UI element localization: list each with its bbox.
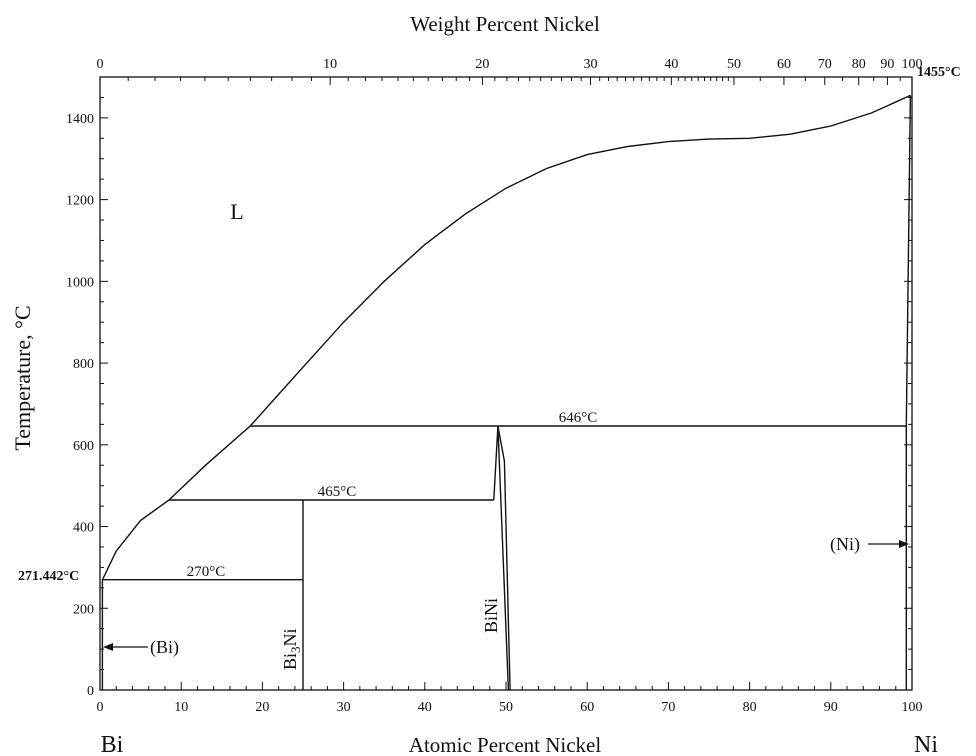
bottom-tick-label: 100: [902, 700, 923, 715]
y-tick-label: 1000: [66, 275, 94, 290]
ni-arrow: [868, 540, 909, 548]
y-tick-label: 1400: [66, 112, 94, 127]
y-tick-label: 200: [73, 602, 94, 617]
bottom-tick-label: 40: [418, 700, 432, 715]
y-axis-title: Temperature, °C: [10, 305, 35, 450]
bi-phase-label: (Bi): [150, 637, 179, 658]
bottom-tick-label: 90: [824, 700, 838, 715]
top-tick-label: 90: [880, 57, 894, 72]
top-tick-label: 20: [475, 57, 489, 72]
right-element-label: Ni: [914, 732, 938, 756]
bottom-tick-label: 80: [743, 700, 757, 715]
left-element-label: Bi: [101, 732, 124, 756]
bi-melting-label: 271.442°C: [18, 569, 79, 584]
top-tick-label: 50: [727, 57, 741, 72]
bottom-axis-title: Atomic Percent Nickel: [409, 733, 602, 756]
bottom-tick-label: 30: [337, 700, 351, 715]
y-tick-label: 0: [87, 684, 94, 699]
ni-phase-label: (Ni): [830, 534, 860, 555]
bottom-tick-label: 50: [499, 700, 513, 715]
top-tick-label: 80: [852, 57, 866, 72]
bottom-tick-label: 70: [661, 700, 675, 715]
top-axis-title: Weight Percent Nickel: [410, 12, 600, 36]
phase-boundary-0: [102, 94, 911, 580]
phase-boundary-8: [905, 95, 912, 690]
isotherm-270-label: 270°C: [187, 564, 226, 580]
isotherm-465-label: 465°C: [318, 484, 357, 500]
bini-label: BiNi: [481, 598, 501, 633]
bi-arrow: [103, 643, 148, 651]
bottom-tick-label: 10: [174, 700, 188, 715]
top-tick-label: 0: [97, 57, 104, 72]
bottom-tick-label: 0: [97, 700, 104, 715]
top-tick-label: 40: [664, 57, 678, 72]
y-tick-label: 1200: [66, 194, 94, 209]
top-tick-label: 100: [902, 57, 923, 72]
top-tick-label: 10: [323, 57, 337, 72]
bottom-tick-label: 20: [255, 700, 269, 715]
top-tick-label: 70: [818, 57, 832, 72]
bi3ni-label: Bi3Ni: [280, 628, 303, 670]
y-tick-label: 400: [73, 521, 94, 536]
ni-melting-label: 1455°C: [917, 65, 961, 80]
liquid-label: L: [230, 199, 243, 224]
bottom-tick-label: 60: [580, 700, 594, 715]
top-tick-label: 60: [777, 57, 791, 72]
top-tick-label: 30: [584, 57, 598, 72]
isotherm-646-label: 646°C: [559, 410, 598, 426]
y-tick-label: 600: [73, 439, 94, 454]
plot-frame: [99, 76, 913, 691]
phase-boundary-6: [497, 425, 511, 691]
y-tick-label: 800: [73, 357, 94, 372]
